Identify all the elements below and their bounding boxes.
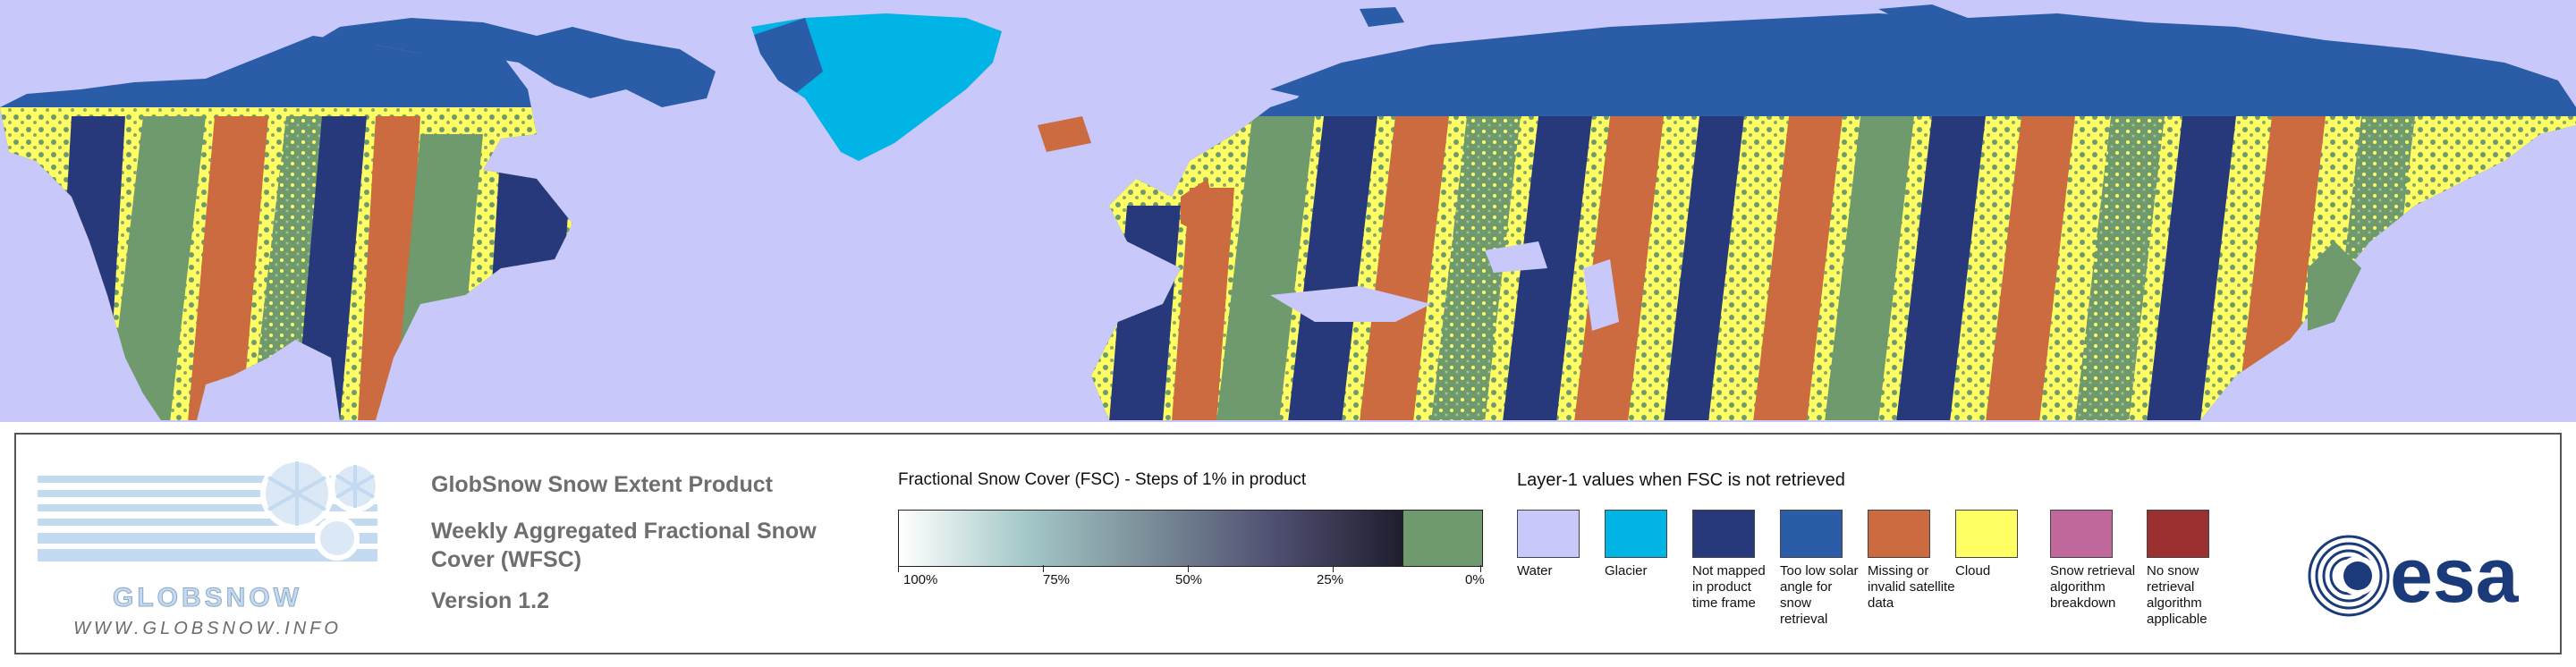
label-no-algorithm: No snow retrieval algorithm applicable	[2147, 563, 2207, 627]
fsc-tick-0: 0%	[1465, 572, 1485, 587]
esa-logo: esa	[2306, 533, 2556, 622]
product-version: Version 1.2	[431, 588, 550, 613]
swatch-glacier	[1605, 510, 1667, 558]
label-cloud: Cloud	[1955, 563, 1991, 578]
label-not-mapped: Not mapped in product time frame	[1692, 563, 1766, 611]
eurasia-region	[1091, 22, 2576, 420]
snow-cover-map	[0, 0, 2576, 422]
label-missing-data: Missing or invalid satellite data	[1868, 563, 1955, 611]
globsnow-logo: GLOBSNOW WWW.GLOBSNOW.INFO	[38, 449, 395, 638]
esa-wordmark: esa	[2390, 533, 2519, 619]
fsc-gradient-bar	[898, 510, 1404, 567]
fsc-tick-100: 100%	[903, 572, 938, 587]
swatch-cloud	[1955, 510, 2018, 558]
swatch-missing-data	[1868, 510, 1930, 558]
map-graphic	[0, 4, 2576, 420]
snowflake-stripes-icon	[38, 457, 381, 561]
swatch-not-mapped	[1692, 510, 1755, 558]
fsc-zero-swatch	[1402, 510, 1483, 567]
product-title: GlobSnow Snow Extent Product	[431, 472, 773, 497]
fsc-tick-75: 75%	[1043, 572, 1071, 587]
layer1-legend-title: Layer-1 values when FSC is not retrieved	[1517, 470, 1845, 490]
label-water: Water	[1517, 563, 1553, 578]
swatch-algorithm-breakdown	[2050, 510, 2113, 558]
swatch-water	[1517, 510, 1580, 558]
product-subtitle: Weekly Aggregated Fractional Snow Cover …	[431, 519, 817, 572]
esa-globe-icon	[2308, 535, 2390, 617]
fsc-tick-marks	[898, 565, 1481, 572]
greenland-region	[751, 13, 1002, 161]
fsc-tick-50: 50%	[1175, 572, 1203, 587]
legend-panel: GLOBSNOW WWW.GLOBSNOW.INFO GlobSnow Snow…	[14, 433, 2562, 654]
swatch-no-algorithm	[2147, 510, 2209, 558]
fsc-tick-25: 25%	[1317, 572, 1344, 587]
globsnow-logo-wordmark: GLOBSNOW	[113, 583, 302, 613]
globsnow-url: WWW.GLOBSNOW.INFO	[73, 619, 342, 638]
fsc-legend-title: Fractional Snow Cover (FSC) - Steps of 1…	[898, 470, 1307, 489]
swatch-low-solar-angle	[1780, 510, 1843, 558]
label-algorithm-breakdown: Snow retrieval algorithm breakdown	[2050, 563, 2136, 611]
label-glacier: Glacier	[1605, 563, 1648, 578]
label-low-solar-angle: Too low solar angle for snow retrieval	[1780, 563, 1859, 627]
